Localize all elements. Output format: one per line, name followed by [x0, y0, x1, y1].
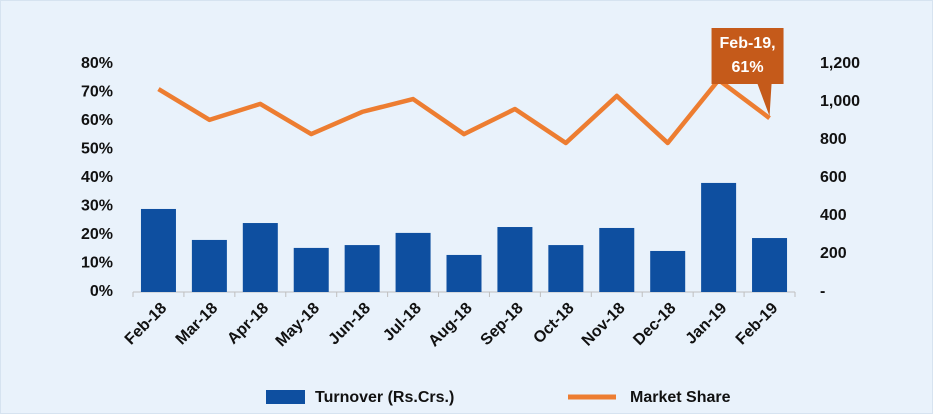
y-tick-label: 30%: [81, 198, 113, 215]
y2-tick-label: -: [820, 283, 825, 300]
bar: [599, 227, 635, 292]
y-tick-label: 80%: [81, 55, 113, 72]
y-tick-label: 60%: [81, 112, 113, 129]
y2-tick-label: 600: [820, 169, 847, 186]
y2-tick-label: 200: [820, 245, 847, 262]
y-tick-label: 10%: [81, 255, 113, 272]
annotation-text: 61%: [732, 59, 764, 76]
y2-tick-label: 400: [820, 207, 847, 224]
bar: [344, 245, 380, 292]
y2-tick-label: 1,000: [820, 93, 860, 110]
bar: [395, 232, 431, 292]
legend-label: Market Share: [630, 389, 731, 406]
annotation-text: Feb-19,: [720, 35, 776, 52]
bar: [242, 223, 278, 292]
bar: [701, 182, 737, 292]
y2-tick-label: 1,200: [820, 55, 860, 72]
bar: [548, 245, 584, 292]
line: [157, 77, 771, 146]
bar: [752, 238, 788, 292]
legend-swatch: [266, 390, 305, 404]
bar: [650, 250, 686, 292]
bar: [140, 208, 176, 292]
y-tick-label: 0%: [90, 283, 113, 300]
y-tick-label: 70%: [81, 84, 113, 101]
legend-label: Turnover (Rs.Crs.): [315, 389, 454, 406]
y-tick-label: 20%: [81, 226, 113, 243]
bar: [497, 227, 533, 292]
y-tick-label: 40%: [81, 169, 113, 186]
y2-tick-label: 800: [820, 131, 847, 148]
annotation-box: [711, 28, 784, 117]
y-tick-label: 50%: [81, 141, 113, 158]
bar: [191, 239, 227, 292]
bar: [446, 254, 482, 292]
bar: [293, 247, 329, 292]
